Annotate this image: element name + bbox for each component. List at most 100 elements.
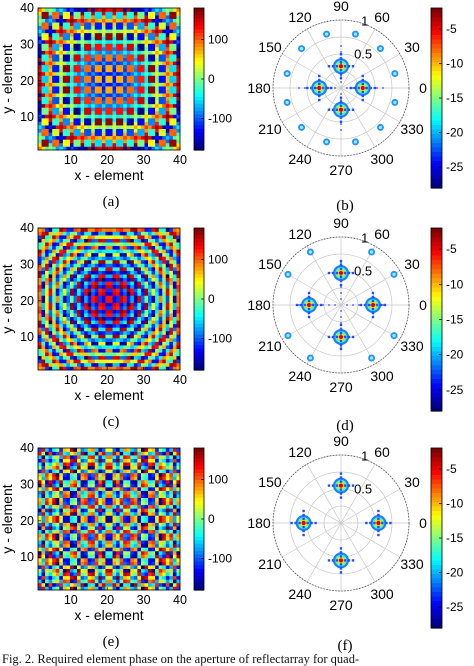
heatmap-cell: [144, 320, 149, 325]
heatmap-cell: [52, 47, 57, 51]
heatmap-cell: [176, 93, 181, 98]
heatmap-cell: [109, 64, 113, 69]
heatmap-cell: [52, 323, 57, 328]
polar-colorbar-band: [431, 305, 442, 311]
heatmap-cell: [137, 458, 142, 463]
heatmap-cell: [87, 128, 92, 133]
heatmap-cell: [55, 462, 60, 467]
heatmap-cell: [133, 79, 138, 83]
heatmap-cell: [73, 494, 78, 498]
heatmap-cell: [87, 228, 92, 232]
heatmap-cell: [148, 263, 152, 268]
heatmap-cell: [123, 146, 128, 151]
heatmap-cell: [119, 43, 124, 48]
heatmap-cell: [105, 511, 110, 516]
polar-colorbar-band: [431, 356, 442, 362]
heatmap-cell: [101, 231, 106, 236]
x-axis-label: x - element: [74, 167, 143, 183]
heatmap-cell: [87, 277, 92, 282]
heatmap-cell: [137, 96, 142, 101]
heatmap-cell: [66, 284, 71, 289]
heatmap-cell: [126, 245, 131, 250]
heatmap-cell: [80, 448, 85, 452]
heatmap-cell: [59, 479, 64, 484]
heatmap-cell: [137, 465, 142, 470]
heatmap-cell: [69, 533, 74, 538]
heatmap-cell: [116, 458, 120, 463]
heatmap-cell: [162, 256, 167, 261]
heatmap-cell: [130, 277, 135, 282]
heatmap-cell: [176, 103, 181, 108]
heatmap-cell: [126, 277, 131, 282]
heatmap-cell: [77, 29, 81, 34]
heatmap-colorbar-band: [194, 366, 204, 371]
heatmap-cell: [130, 249, 135, 254]
heatmap-cell: [151, 242, 156, 247]
heatmap-cell: [155, 267, 159, 271]
heatmap-cell: [52, 252, 57, 257]
heatmap-cell: [91, 323, 96, 328]
heatmap-cell: [116, 316, 120, 321]
heatmap-cell: [66, 451, 71, 456]
heatmap-cell: [140, 504, 145, 509]
heatmap-cell: [52, 100, 57, 105]
heatmap-cell: [130, 579, 135, 584]
heatmap-cell: [144, 529, 149, 534]
heatmap-cell: [109, 355, 113, 360]
heatmap-cell: [112, 82, 117, 87]
heatmap-cell: [155, 50, 159, 55]
heatmap-cell: [69, 107, 74, 112]
heatmap-cell: [98, 522, 103, 527]
polar-sidelobe: [334, 304, 336, 306]
heatmap-cell: [94, 64, 99, 69]
polar-sidelobe: [340, 129, 342, 131]
heatmap-cell: [94, 451, 99, 456]
heatmap-cell: [55, 281, 60, 286]
heatmap-cell: [126, 146, 131, 151]
heatmap-cell: [165, 47, 170, 51]
heatmap-cell: [123, 476, 128, 481]
heatmap-cell: [62, 142, 67, 147]
heatmap-cell: [77, 32, 81, 37]
heatmap-cell: [116, 235, 120, 239]
heatmap-cell: [123, 61, 128, 66]
heatmap-cell: [172, 50, 177, 55]
heatmap-cell: [144, 135, 149, 140]
heatmap-cell: [109, 288, 113, 293]
polar-sidelobe: [335, 271, 339, 275]
heatmap-cell: [59, 554, 64, 559]
heatmap-cell: [116, 455, 120, 459]
heatmap-cell: [126, 536, 131, 541]
heatmap-cell: [94, 487, 99, 491]
polar-grating-lobe: [308, 356, 312, 360]
heatmap-cell: [52, 469, 57, 474]
heatmap-cell: [109, 39, 113, 44]
heatmap-cell: [119, 306, 124, 310]
heatmap-cell: [140, 561, 145, 566]
heatmap-cell: [116, 110, 120, 115]
heatmap-cell: [165, 57, 170, 62]
heatmap-cell: [55, 575, 60, 580]
heatmap-cell: [38, 235, 42, 239]
heatmap-cell: [52, 483, 57, 488]
heatmap-cell: [48, 299, 53, 303]
heatmap-cell: [101, 586, 106, 591]
heatmap-cell: [69, 341, 74, 346]
heatmap-cell: [73, 476, 78, 481]
heatmap-cell: [73, 490, 78, 495]
heatmap-cell: [73, 511, 78, 516]
heatmap-cell: [123, 249, 128, 254]
heatmap-cell: [169, 267, 174, 271]
heatmap-cell: [38, 476, 42, 481]
heatmap-cell: [45, 547, 49, 552]
heatmap-cell: [144, 39, 149, 44]
heatmap-cell: [66, 558, 71, 562]
heatmap-cell: [112, 89, 117, 94]
polar-sidelobe: [339, 96, 343, 99]
heatmap-cell: [73, 139, 78, 144]
heatmap-cell: [151, 299, 156, 303]
polar-sidelobe: [304, 304, 306, 306]
heatmap-cell: [52, 508, 57, 513]
heatmap-cell: [77, 515, 81, 520]
heatmap-cell: [69, 29, 74, 34]
